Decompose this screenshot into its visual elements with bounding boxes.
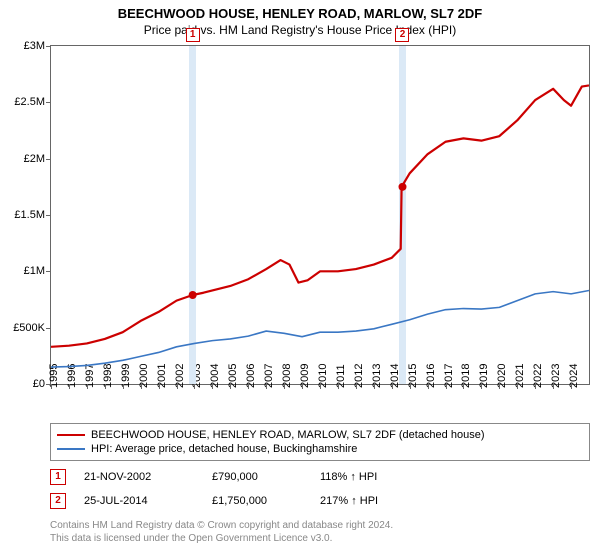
x-axis-tick <box>266 384 267 389</box>
x-axis-tick <box>481 384 482 389</box>
y-axis-tick-label: £3M <box>24 40 45 52</box>
x-axis-tick <box>230 384 231 389</box>
x-axis-tick <box>284 384 285 389</box>
y-axis-tick-label: £0 <box>33 378 45 390</box>
x-axis-tick <box>159 384 160 389</box>
x-axis-tick <box>105 384 106 389</box>
x-axis-tick <box>499 384 500 389</box>
x-axis-tick <box>194 384 195 389</box>
sale-record-hpi: 217% ↑ HPI <box>320 495 378 507</box>
sale-marker-badge: 1 <box>186 28 200 42</box>
x-axis-tick <box>141 384 142 389</box>
x-axis-tick <box>428 384 429 389</box>
x-axis-tick <box>571 384 572 389</box>
sale-record-price: £1,750,000 <box>212 495 302 507</box>
x-axis-tick <box>123 384 124 389</box>
y-axis-tick-label: £1M <box>24 265 45 277</box>
sale-records: 1 21-NOV-2002 £790,000 118% ↑ HPI 2 25-JUL-20… <box>0 469 600 509</box>
sale-record-badge: 2 <box>50 493 66 509</box>
footer-line-1: Contains HM Land Registry data © Crown c… <box>50 519 590 532</box>
y-axis-tick-label: £2.5M <box>14 96 45 108</box>
x-axis-tick <box>51 384 52 389</box>
series-line <box>51 85 589 346</box>
legend-label: HPI: Average price, detached house, Buck… <box>91 443 357 455</box>
chart-container: BEECHWOOD HOUSE, HENLEY ROAD, MARLOW, SL… <box>0 0 600 545</box>
series-line <box>51 290 589 367</box>
plot-area: £0£500K£1M£1.5M£2M£2.5M£3M 1995199619971… <box>50 45 590 385</box>
y-axis-tick-label: £500K <box>13 322 45 334</box>
y-axis-tick <box>46 328 51 329</box>
x-axis-tick <box>320 384 321 389</box>
x-axis-tick <box>410 384 411 389</box>
x-axis-tick <box>69 384 70 389</box>
chart-subtitle: Price paid vs. HM Land Registry's House … <box>0 23 600 37</box>
footer: Contains HM Land Registry data © Crown c… <box>50 519 590 545</box>
chart-title: BEECHWOOD HOUSE, HENLEY ROAD, MARLOW, SL… <box>0 6 600 21</box>
x-axis-tick <box>446 384 447 389</box>
x-axis-tick <box>177 384 178 389</box>
x-axis-tick <box>374 384 375 389</box>
x-axis-tick <box>535 384 536 389</box>
x-axis-tick <box>356 384 357 389</box>
x-axis-tick <box>392 384 393 389</box>
legend-swatch <box>57 434 85 436</box>
legend: BEECHWOOD HOUSE, HENLEY ROAD, MARLOW, SL… <box>50 423 590 461</box>
y-axis-tick-label: £1.5M <box>14 209 45 221</box>
sale-record-price: £790,000 <box>212 471 302 483</box>
footer-line-2: This data is licensed under the Open Gov… <box>50 532 590 545</box>
y-axis-labels: £0£500K£1M£1.5M£2M£2.5M£3M <box>3 46 47 384</box>
y-axis-tick <box>46 215 51 216</box>
legend-item: HPI: Average price, detached house, Buck… <box>57 442 583 456</box>
sale-point-dot <box>189 291 197 299</box>
y-axis-tick <box>46 159 51 160</box>
y-axis-tick <box>46 46 51 47</box>
y-axis-tick <box>46 271 51 272</box>
x-axis-tick <box>338 384 339 389</box>
x-axis-tick <box>302 384 303 389</box>
y-axis-tick <box>46 102 51 103</box>
y-axis-tick-label: £2M <box>24 153 45 165</box>
x-axis-tick <box>553 384 554 389</box>
sale-record-row: 2 25-JUL-2014 £1,750,000 217% ↑ HPI <box>50 493 590 509</box>
x-axis-tick <box>517 384 518 389</box>
x-axis-labels: 1995199619971998199920002001200220032004… <box>51 384 589 424</box>
chart-svg <box>51 46 589 384</box>
sale-record-hpi: 118% ↑ HPI <box>320 471 377 483</box>
sale-marker-badge: 2 <box>395 28 409 42</box>
sale-point-dot <box>398 183 406 191</box>
chart-titles: BEECHWOOD HOUSE, HENLEY ROAD, MARLOW, SL… <box>0 0 600 37</box>
sale-record-date: 25-JUL-2014 <box>84 495 194 507</box>
x-axis-tick <box>463 384 464 389</box>
x-axis-tick <box>87 384 88 389</box>
x-axis-tick <box>248 384 249 389</box>
legend-item: BEECHWOOD HOUSE, HENLEY ROAD, MARLOW, SL… <box>57 428 583 442</box>
sale-record-date: 21-NOV-2002 <box>84 471 194 483</box>
legend-label: BEECHWOOD HOUSE, HENLEY ROAD, MARLOW, SL… <box>91 429 484 441</box>
legend-swatch <box>57 448 85 450</box>
sale-record-badge: 1 <box>50 469 66 485</box>
x-axis-tick <box>212 384 213 389</box>
sale-record-row: 1 21-NOV-2002 £790,000 118% ↑ HPI <box>50 469 590 485</box>
